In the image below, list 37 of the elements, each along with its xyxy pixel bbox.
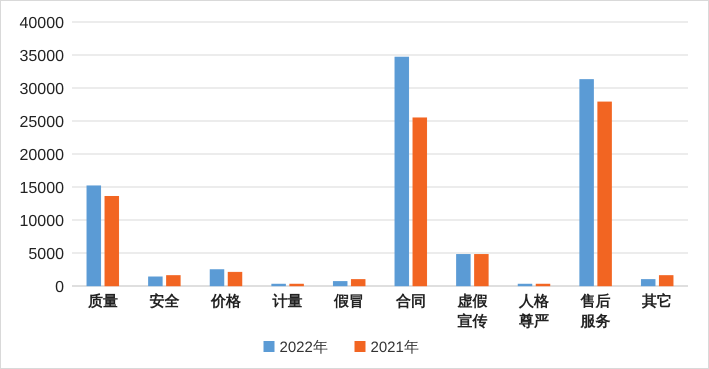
y-tick-label: 40000 [20, 15, 64, 32]
x-tick-label: 假冒 [333, 293, 364, 310]
x-tick-label: 售后服务 [580, 293, 611, 330]
y-tick-label: 15000 [20, 180, 64, 197]
x-tick-label: 人格尊严 [518, 293, 550, 330]
legend-label: 2021年 [370, 339, 419, 356]
bar [474, 254, 489, 286]
bar [456, 254, 471, 286]
bar [350, 279, 366, 286]
bar [332, 281, 348, 286]
bar [148, 276, 163, 286]
x-tick-label: 质量 [86, 293, 118, 310]
bar [394, 56, 410, 286]
x-tick-label: 计量 [272, 293, 303, 310]
bar [166, 275, 181, 286]
x-tick-label: 安全 [149, 292, 180, 310]
bar [104, 196, 120, 286]
bar [412, 117, 428, 286]
bar [640, 279, 656, 286]
y-tick-label: 30000 [20, 81, 64, 98]
y-tick-label: 10000 [20, 213, 64, 230]
bar [579, 79, 594, 286]
bar [658, 275, 674, 286]
legend-label: 2022年 [280, 339, 328, 356]
x-tick-label: 价格 [210, 293, 242, 310]
bar [228, 272, 242, 286]
y-tick-label: 35000 [20, 48, 64, 65]
bar [210, 269, 224, 286]
x-tick-label: 其它 [641, 292, 672, 310]
y-tick-label: 5000 [28, 246, 64, 263]
x-tick-label: 合同 [394, 293, 426, 310]
y-tick-label: 25000 [20, 114, 64, 131]
y-tick-label: 20000 [20, 147, 64, 164]
y-tick-label: 0 [55, 279, 64, 296]
bar [86, 185, 102, 286]
bar [597, 102, 612, 286]
x-tick-label: 虚假宣传 [456, 293, 488, 330]
